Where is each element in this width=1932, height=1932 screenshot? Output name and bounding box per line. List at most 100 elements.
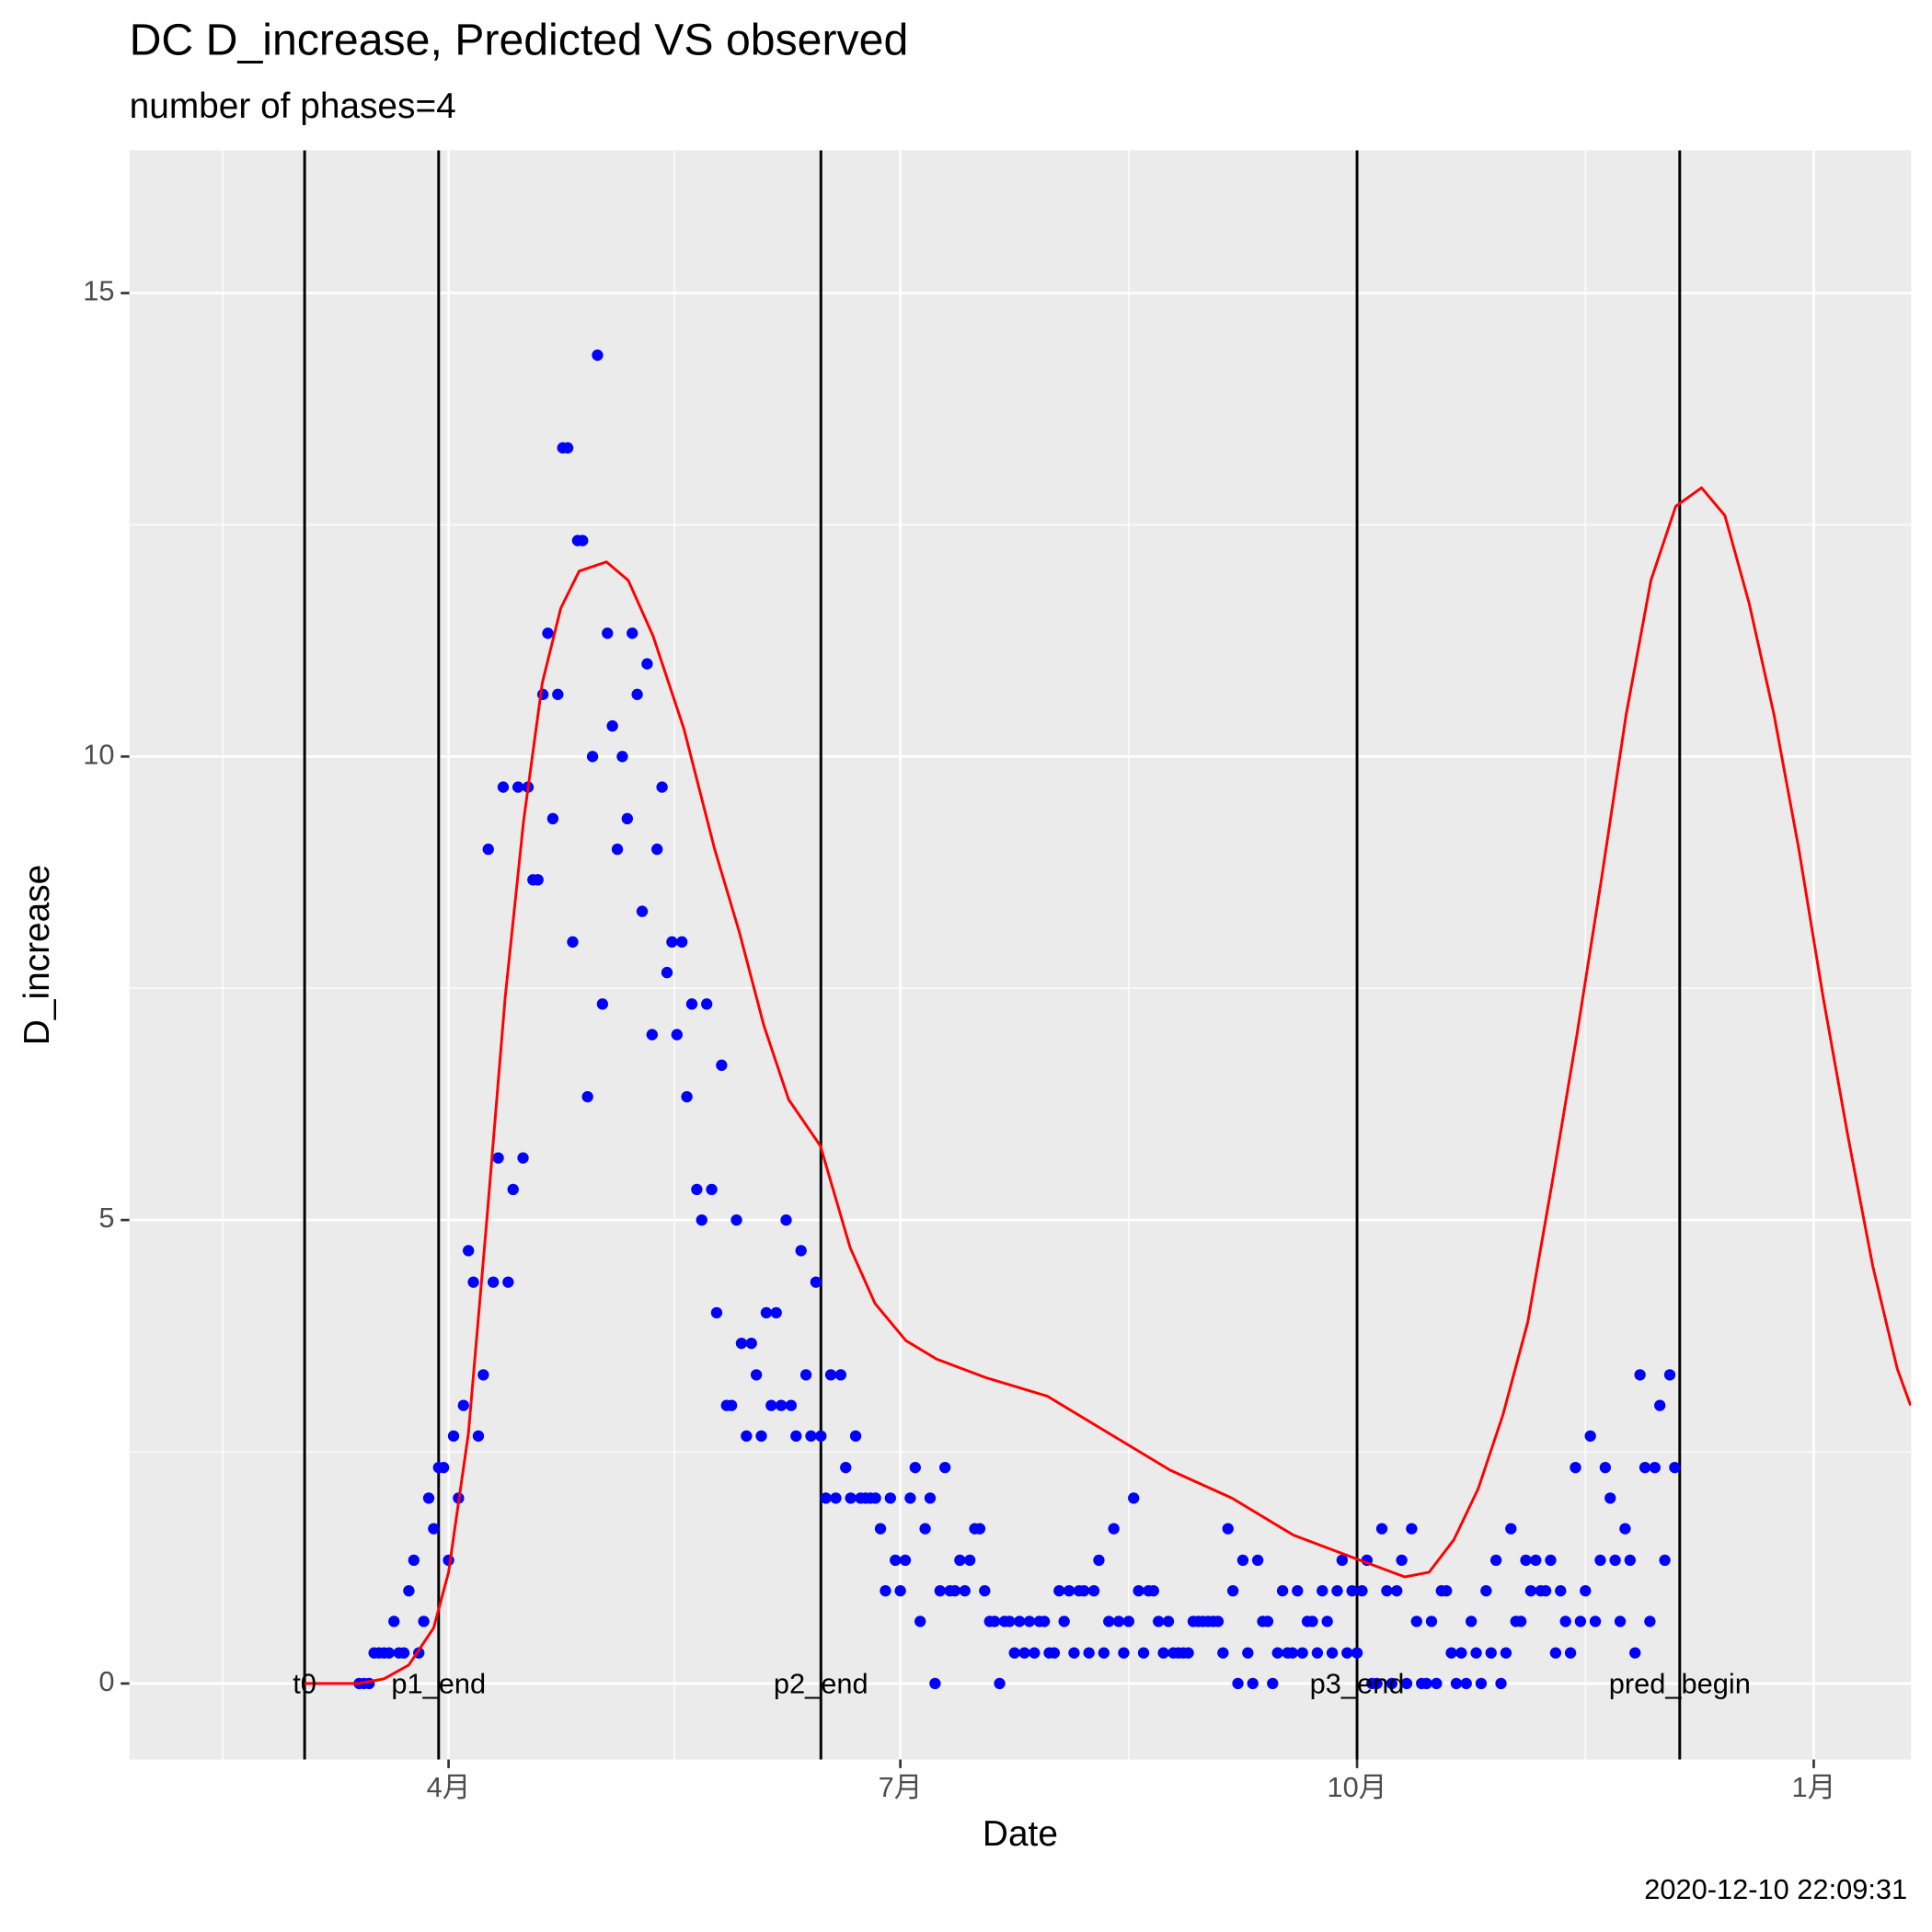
data-point [1386, 1677, 1397, 1690]
data-point [840, 1461, 852, 1474]
data-point [1410, 1616, 1422, 1627]
data-point [472, 1430, 485, 1443]
data-point [492, 1152, 504, 1164]
data-point [1351, 1647, 1363, 1659]
data-point [1326, 1647, 1339, 1659]
data-point [661, 966, 673, 979]
data-point [1162, 1616, 1175, 1627]
data-point [1584, 1430, 1596, 1443]
phase-label: p1_end [391, 1668, 486, 1700]
data-point [685, 998, 698, 1010]
data-point [1549, 1647, 1562, 1659]
data-point [1128, 1492, 1140, 1504]
data-point [730, 1213, 742, 1226]
data-point [502, 1276, 514, 1288]
data-point [799, 1369, 812, 1381]
data-point [1520, 1554, 1532, 1567]
data-point [1589, 1616, 1602, 1627]
y-tick-label: 5 [98, 1202, 114, 1234]
data-point [750, 1369, 763, 1381]
data-point [701, 998, 713, 1010]
data-point [1133, 1584, 1144, 1597]
x-axis-label: Date [983, 1814, 1058, 1854]
data-point [780, 1213, 792, 1226]
data-point [949, 1584, 961, 1597]
data-point [845, 1492, 857, 1504]
data-point [1659, 1554, 1671, 1567]
data-point [408, 1554, 420, 1567]
data-point [1038, 1616, 1051, 1627]
data-point [1029, 1647, 1041, 1659]
data-point [1157, 1647, 1169, 1659]
data-point [824, 1369, 837, 1381]
data-point [1261, 1616, 1274, 1627]
data-point [1594, 1554, 1606, 1567]
data-point [631, 688, 643, 700]
data-point [830, 1492, 842, 1504]
data-point [919, 1523, 931, 1535]
data-point [1232, 1677, 1244, 1690]
data-point [691, 1183, 703, 1196]
phase-label: t0 [293, 1668, 316, 1700]
data-point [874, 1523, 887, 1535]
data-point [899, 1554, 912, 1567]
data-point [1122, 1616, 1134, 1627]
data-point [1559, 1616, 1571, 1627]
data-point [1271, 1647, 1283, 1659]
data-point [1505, 1523, 1517, 1535]
data-point [790, 1430, 802, 1443]
data-point [894, 1584, 906, 1597]
y-tick-label: 15 [83, 275, 114, 307]
data-point [1053, 1584, 1065, 1597]
data-point [1391, 1584, 1403, 1597]
data-point [567, 936, 579, 949]
data-point [760, 1306, 773, 1319]
data-point [457, 1399, 469, 1411]
data-point [849, 1430, 862, 1443]
data-point [586, 751, 599, 763]
data-point [542, 627, 554, 639]
y-axis-label: D_increase [17, 865, 57, 1045]
data-point [795, 1245, 807, 1257]
y-tick-label: 0 [98, 1665, 114, 1697]
data-point [1604, 1492, 1616, 1504]
data-point [1103, 1616, 1115, 1627]
data-point [1500, 1647, 1512, 1659]
data-point [1112, 1616, 1125, 1627]
data-point [1475, 1677, 1488, 1690]
phase-label: pred_begin [1609, 1668, 1751, 1700]
x-tick-label: 7月 [879, 1771, 923, 1803]
data-point [477, 1369, 489, 1381]
data-point [1445, 1647, 1457, 1659]
data-point [577, 535, 589, 546]
data-point [775, 1399, 788, 1411]
data-point [706, 1183, 718, 1196]
data-point [1236, 1554, 1249, 1567]
data-point [1276, 1584, 1289, 1597]
data-point [1441, 1584, 1453, 1597]
data-point [785, 1399, 798, 1411]
data-point [463, 1245, 475, 1257]
data-point [1311, 1647, 1324, 1659]
data-point [532, 874, 544, 886]
data-point [1614, 1616, 1627, 1627]
data-point [1118, 1647, 1130, 1659]
phase-label: p2_end [774, 1668, 868, 1700]
data-point [1634, 1369, 1646, 1381]
data-point [1321, 1616, 1333, 1627]
data-point [671, 1029, 683, 1041]
data-point [1555, 1584, 1567, 1597]
data-point [924, 1492, 937, 1504]
chart-title: DC D_increase, Predicted VS observed [130, 16, 909, 65]
data-point [497, 781, 510, 793]
data-point [716, 1059, 728, 1072]
data-point [1153, 1616, 1165, 1627]
data-point [641, 658, 653, 670]
data-point [1336, 1554, 1349, 1567]
data-point [1580, 1584, 1592, 1597]
data-point [1431, 1677, 1443, 1690]
data-point [904, 1492, 916, 1504]
data-point [1222, 1523, 1234, 1535]
data-point [1639, 1461, 1651, 1474]
y-tick-label: 10 [83, 738, 114, 770]
